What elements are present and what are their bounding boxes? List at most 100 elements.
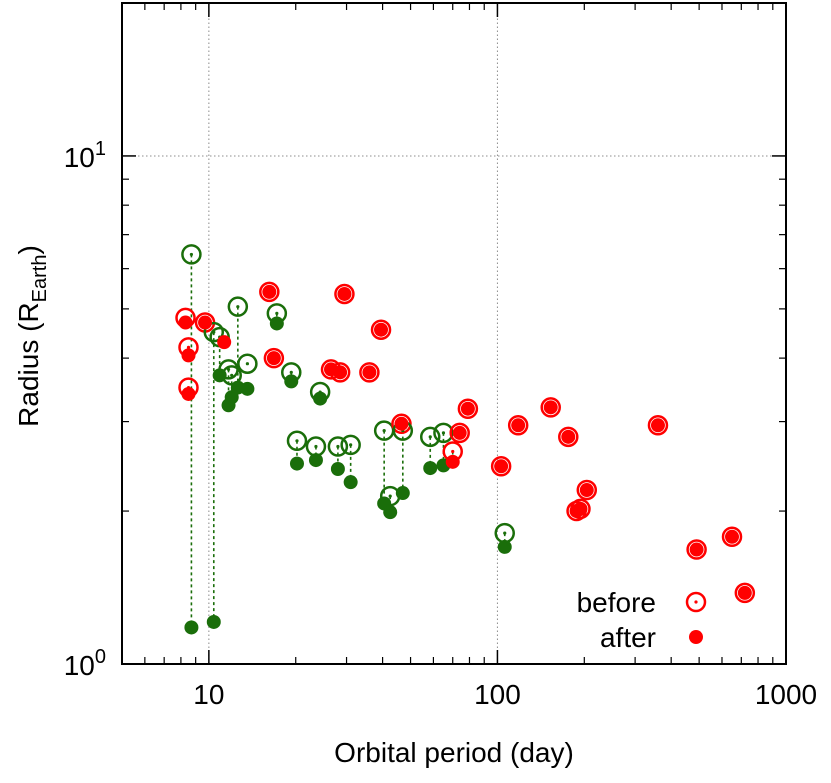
- y-axis-label-close: ): [13, 245, 44, 254]
- before-point-center: [336, 444, 340, 449]
- legend: before after: [577, 587, 707, 653]
- after-point: [452, 425, 467, 440]
- before-point: [263, 347, 285, 369]
- before-point: [433, 422, 454, 444]
- legend-marker-before: [685, 591, 707, 613]
- before-point: [686, 539, 707, 560]
- after-point: [543, 400, 558, 415]
- after-point: [217, 335, 232, 350]
- after-point: [206, 614, 221, 629]
- after-point: [579, 483, 594, 498]
- x-tick-label: 1000: [755, 679, 817, 710]
- before-point: [286, 430, 308, 452]
- before-point-center: [245, 362, 250, 366]
- before-point: [227, 296, 249, 317]
- legend-marker-before-dot: [694, 600, 698, 604]
- before-point: [370, 319, 392, 340]
- before-point: [540, 397, 561, 418]
- after-point: [308, 453, 323, 468]
- after-point: [511, 418, 526, 433]
- after-point: [181, 348, 196, 363]
- legend-marker-after: [689, 630, 703, 644]
- after-point: [262, 284, 277, 299]
- after-point: [573, 501, 588, 516]
- after-point: [494, 459, 509, 474]
- before-point: [237, 353, 258, 374]
- axis-ticks: [122, 3, 787, 665]
- before-point-center: [295, 439, 299, 443]
- before-point-center: [349, 443, 353, 447]
- before-point: [359, 362, 380, 383]
- before-point-center: [441, 431, 446, 435]
- after-point: [362, 365, 377, 380]
- y-tick-label: 100: [64, 646, 106, 681]
- y-axis-label-main: Radius (R: [13, 302, 44, 426]
- after-point: [198, 315, 213, 330]
- after-point: [266, 351, 281, 366]
- after-point: [725, 529, 740, 544]
- after-point: [184, 620, 199, 635]
- before-point: [576, 479, 598, 501]
- before-point: [419, 426, 441, 448]
- after-point: [689, 542, 704, 557]
- plot-frame: [121, 2, 787, 665]
- after-point: [330, 461, 345, 476]
- before-point: [490, 456, 512, 477]
- after-point: [374, 322, 389, 337]
- before-point: [327, 436, 349, 457]
- before-point-center: [382, 429, 386, 433]
- after-point: [445, 454, 460, 469]
- before-point: [507, 415, 529, 436]
- before-point: [340, 434, 361, 456]
- before-point: [721, 526, 743, 548]
- x-tick-label: 10: [193, 679, 224, 710]
- before-point: [647, 415, 669, 436]
- before-point-center: [428, 435, 432, 439]
- before-point-center: [236, 305, 240, 309]
- before-point-center: [388, 494, 392, 498]
- after-point: [269, 316, 284, 331]
- after-point: [337, 286, 352, 301]
- before-point: [259, 281, 280, 303]
- after-point: [289, 456, 304, 471]
- before-point-center: [186, 345, 191, 349]
- after-point: [737, 585, 752, 600]
- before-point: [181, 244, 202, 265]
- legend-label-after: after: [600, 622, 656, 653]
- after-point: [284, 374, 299, 389]
- after-point: [212, 368, 227, 383]
- after-point: [460, 401, 475, 416]
- y-axis-label: Radius (REarth): [13, 245, 51, 427]
- after-point: [178, 315, 193, 330]
- before-point-center: [451, 449, 455, 454]
- after-point: [561, 429, 576, 444]
- after-point: [240, 381, 255, 396]
- before-point: [449, 422, 470, 444]
- before-point-center: [289, 370, 293, 374]
- after-point: [333, 365, 348, 380]
- after-point: [181, 386, 196, 401]
- before-point: [457, 398, 479, 419]
- after-point: [395, 486, 410, 501]
- series-before: [175, 244, 756, 604]
- after-point: [383, 505, 398, 520]
- legend-label-before: before: [577, 587, 656, 618]
- before-point-center: [314, 444, 318, 449]
- before-point: [734, 582, 756, 604]
- after-point: [343, 475, 358, 490]
- before-point-center: [275, 311, 279, 315]
- y-tick-label: 101: [64, 138, 106, 173]
- after-point: [423, 461, 438, 476]
- grid: [122, 3, 786, 664]
- before-point-center: [503, 531, 507, 535]
- after-point: [650, 418, 665, 433]
- y-axis-label-subscript: Earth: [29, 255, 51, 303]
- after-point: [497, 539, 512, 554]
- series-after: [178, 284, 752, 635]
- before-point: [558, 426, 579, 448]
- x-axis-label: Orbital period (day): [334, 737, 574, 768]
- after-point: [313, 391, 328, 406]
- before-point-center: [230, 373, 234, 377]
- before-point: [334, 283, 355, 305]
